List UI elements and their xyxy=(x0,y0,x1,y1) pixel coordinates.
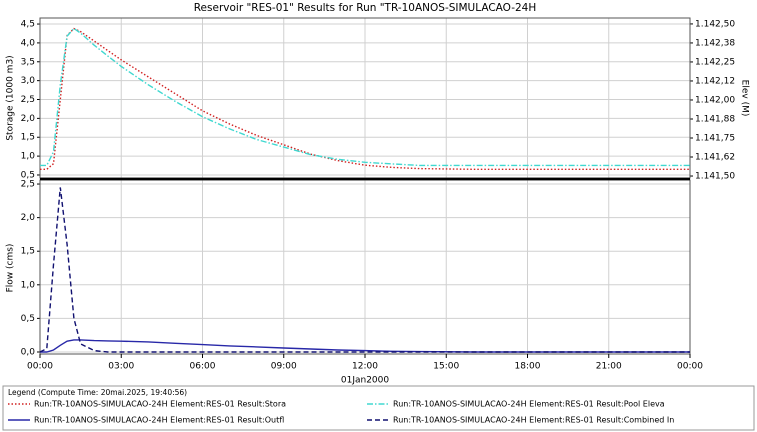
y-tick-label: 0,0 xyxy=(21,347,36,357)
y-tick-label: 1,0 xyxy=(21,280,36,290)
y2-tick-label: 1.142,50 xyxy=(695,19,735,29)
y2-tick-label: 1.142,12 xyxy=(695,76,735,86)
y-tick-label: 2,5 xyxy=(21,180,35,190)
x-tick-label: 06:00 xyxy=(190,362,216,372)
legend-box xyxy=(2,385,755,431)
y-tick-label: 3,5 xyxy=(21,57,35,67)
series-line xyxy=(39,187,690,353)
y-tick-label: 3,0 xyxy=(21,76,36,86)
y2-tick-label: 1.142,25 xyxy=(695,57,735,67)
y2-tick-label: 1.141,50 xyxy=(695,172,735,182)
x-axis-label: 01Jan2000 xyxy=(341,376,390,386)
y2-tick-label: 1.142,38 xyxy=(695,38,735,48)
y-axis-label: Storage (1000 m3) xyxy=(6,55,16,140)
series-line xyxy=(40,27,690,170)
y2-axis-label: Elev (M) xyxy=(740,80,750,117)
y-tick-label: 1,0 xyxy=(21,152,36,162)
x-tick-label: 15:00 xyxy=(433,362,459,372)
y-axis-label: Flow (cms) xyxy=(6,244,16,293)
x-tick-label: 00:00 xyxy=(27,362,53,372)
x-tick-label: 21:00 xyxy=(596,362,622,372)
legend-label: Run:TR-10ANOS-SIMULACAO-24H Element:RES-… xyxy=(34,400,286,409)
y-tick-label: 0,5 xyxy=(21,170,35,180)
y-tick-label: 1,5 xyxy=(21,133,35,143)
y2-tick-label: 1.141,62 xyxy=(695,153,735,163)
y2-tick-label: 1.142,00 xyxy=(695,95,735,105)
x-tick-label: 12:00 xyxy=(352,362,378,372)
y-tick-label: 2,5 xyxy=(21,95,35,105)
y-tick-label: 2,0 xyxy=(21,114,36,124)
y2-tick-label: 1.141,88 xyxy=(695,114,735,124)
y-tick-label: 0,5 xyxy=(21,314,35,324)
x-tick-label: 03:00 xyxy=(108,362,134,372)
y-tick-label: 4,0 xyxy=(21,38,36,48)
y-tick-label: 2,0 xyxy=(21,213,36,223)
y-tick-label: 1,5 xyxy=(21,247,35,257)
x-tick-label: 09:00 xyxy=(271,362,297,372)
legend-title: Legend (Compute Time: 20mai.2025, 19:40:… xyxy=(8,388,187,397)
x-tick-label: 18:00 xyxy=(515,362,541,372)
legend-label: Run:TR-10ANOS-SIMULACAO-24H Element:RES-… xyxy=(34,416,284,425)
series-line xyxy=(40,27,690,167)
x-tick-label: 00:00 xyxy=(677,362,703,372)
legend-label: Run:TR-10ANOS-SIMULACAO-24H Element:RES-… xyxy=(393,400,665,409)
y-tick-label: 4,5 xyxy=(21,20,35,30)
legend-label: Run:TR-10ANOS-SIMULACAO-24H Element:RES-… xyxy=(393,416,674,425)
y2-tick-label: 1.141,75 xyxy=(695,134,735,144)
chart-title: Reservoir "RES-01" Results for Run "TR-1… xyxy=(194,2,537,14)
